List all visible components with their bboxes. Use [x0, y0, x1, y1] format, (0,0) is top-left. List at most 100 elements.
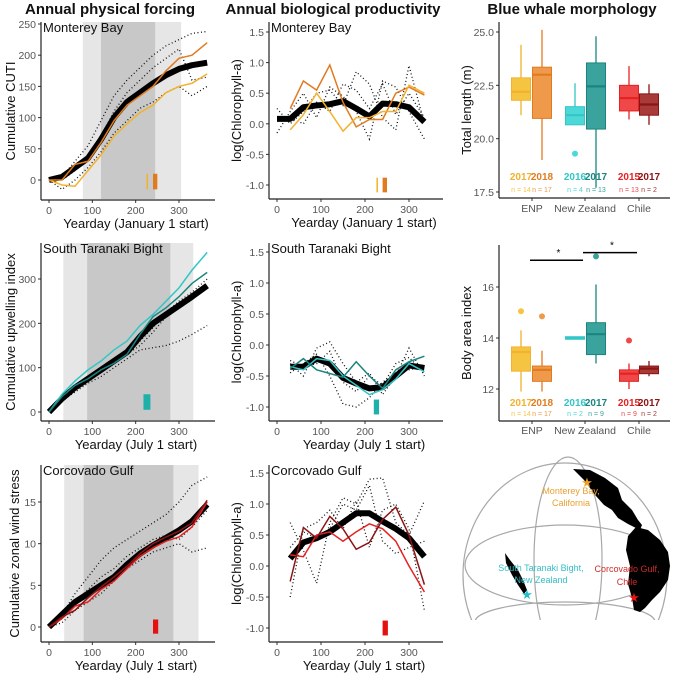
group-year-label: 2017	[510, 398, 533, 409]
whale-sampling-mark	[153, 173, 158, 190]
whale-sampling-mark	[382, 177, 387, 193]
y-tick-label: -1.0	[246, 623, 264, 635]
y-tick-label: 200	[18, 50, 36, 62]
y-axis-title: Cumulative CUTI	[3, 62, 18, 161]
group-year-label: 2017	[585, 172, 608, 183]
category-label: Chile	[627, 203, 651, 215]
outlier-point	[593, 253, 599, 260]
group-year-label: 2015	[618, 172, 641, 183]
x-tick-label: 200	[356, 647, 374, 659]
y-tick-label: 0.0	[249, 561, 264, 573]
continent-north-america	[573, 469, 642, 530]
y-tick-label: 1.5	[249, 247, 264, 259]
group-n-label: n = 2	[641, 411, 657, 418]
whale-sampling-mark	[373, 399, 380, 415]
y-tick-label: 0.0	[249, 119, 264, 131]
mean-line	[48, 59, 208, 183]
globe-map: ★ ★ ★ Monterey Bay, California South Tar…	[455, 456, 680, 675]
x-tick-label: 300	[400, 426, 418, 438]
y-tick-label: 10	[24, 539, 36, 551]
other-year-line	[289, 353, 425, 408]
other-year-line	[49, 47, 208, 181]
region-label: Monterey Bay	[271, 20, 352, 35]
box-2017	[511, 346, 531, 372]
whale-sampling-mark	[382, 620, 388, 636]
category-label: New Zealand	[554, 425, 616, 437]
whale-sampling-mark	[376, 177, 378, 193]
other-year-line	[48, 85, 208, 191]
y-tick-label: -1.0	[246, 180, 264, 192]
group-n-label: n = 17	[532, 187, 552, 194]
column-title-physical: Annual physical forcing	[25, 1, 195, 18]
x-tick-label: 0	[46, 426, 52, 438]
column-title-biological: Annual biological productivity	[225, 1, 441, 18]
series-line-2018	[49, 42, 208, 181]
x-tick-label: 100	[84, 647, 102, 659]
map-label-chile: Chile	[617, 577, 638, 587]
y-tick-label: 25.0	[474, 27, 495, 39]
group-n-label: n = 9	[588, 411, 604, 418]
box-2017	[586, 62, 606, 130]
y-axis-title: Body area index	[459, 286, 474, 380]
group-n-label: n = 4	[567, 187, 583, 194]
x-axis-title: Yearday (July 1 start)	[75, 658, 197, 673]
significance-star: *	[557, 248, 561, 259]
y-tick-label: 0.5	[249, 309, 264, 321]
y-tick-label: 12	[482, 384, 494, 396]
group-n-label: n = 13	[586, 187, 606, 194]
x-tick-label: 100	[312, 426, 330, 438]
x-axis-title: Yearday (July 1 start)	[303, 658, 425, 673]
map-label-taranaki: South Taranaki Bight,	[498, 563, 583, 573]
star-icon-corcovado: ★	[628, 590, 640, 605]
x-tick-label: 300	[170, 426, 188, 438]
y-axis-title: log(Chlorophyll-a)	[229, 281, 244, 384]
x-tick-label: 100	[84, 426, 102, 438]
x-tick-label: 300	[400, 204, 418, 216]
column-title-morphology: Blue whale morphology	[487, 1, 657, 18]
x-tick-label: 300	[170, 205, 188, 217]
group-year-label: 2018	[531, 172, 554, 183]
series-line-2016	[290, 357, 425, 396]
season-shade-dark	[87, 243, 171, 420]
x-tick-label: 300	[170, 647, 188, 659]
group-year-label: 2018	[531, 398, 554, 409]
other-year-line	[48, 324, 208, 413]
y-tick-label: 1.5	[249, 27, 264, 39]
group-n-label: n = 9	[621, 411, 637, 418]
outlier-point	[539, 313, 545, 320]
group-n-label: n = 14	[511, 411, 531, 418]
map-label-corcovado: Corcovado Gulf,	[594, 564, 659, 574]
region-label: Monterey Bay	[43, 20, 124, 35]
y-tick-label: 0.5	[249, 530, 264, 542]
region-label: South Taranaki Bight	[271, 241, 391, 256]
continent-south-america	[626, 527, 670, 612]
x-tick-label: 100	[312, 204, 330, 216]
series-line-2018	[289, 63, 425, 128]
x-tick-label: 200	[127, 647, 145, 659]
category-label: Chile	[627, 425, 651, 437]
group-n-label: n = 2	[567, 411, 583, 418]
y-tick-label: 150	[18, 81, 36, 93]
series-line-2017	[48, 499, 208, 628]
series-line-2015	[48, 501, 208, 628]
star-icon-monterey: ★	[581, 475, 593, 490]
x-tick-label: 0	[274, 426, 280, 438]
season-shade-dark	[83, 465, 174, 641]
y-tick-label: 0	[30, 407, 36, 419]
y-tick-label: -0.5	[246, 149, 264, 161]
whale-sampling-mark	[143, 394, 151, 410]
season-shade-dark	[101, 22, 156, 199]
map-label-california: California	[552, 498, 590, 508]
y-tick-label: -0.5	[246, 592, 264, 604]
y-tick-label: 50	[24, 144, 36, 156]
x-axis-title: Yearday (July 1 start)	[75, 437, 197, 452]
group-n-label: n = 14	[511, 187, 531, 194]
y-tick-label: -1.0	[246, 402, 264, 414]
group-year-label: 2017	[510, 172, 533, 183]
x-axis-title: Yearday (January 1 start)	[63, 216, 208, 231]
x-tick-label: 300	[400, 647, 418, 659]
y-tick-label: -0.5	[246, 371, 264, 383]
